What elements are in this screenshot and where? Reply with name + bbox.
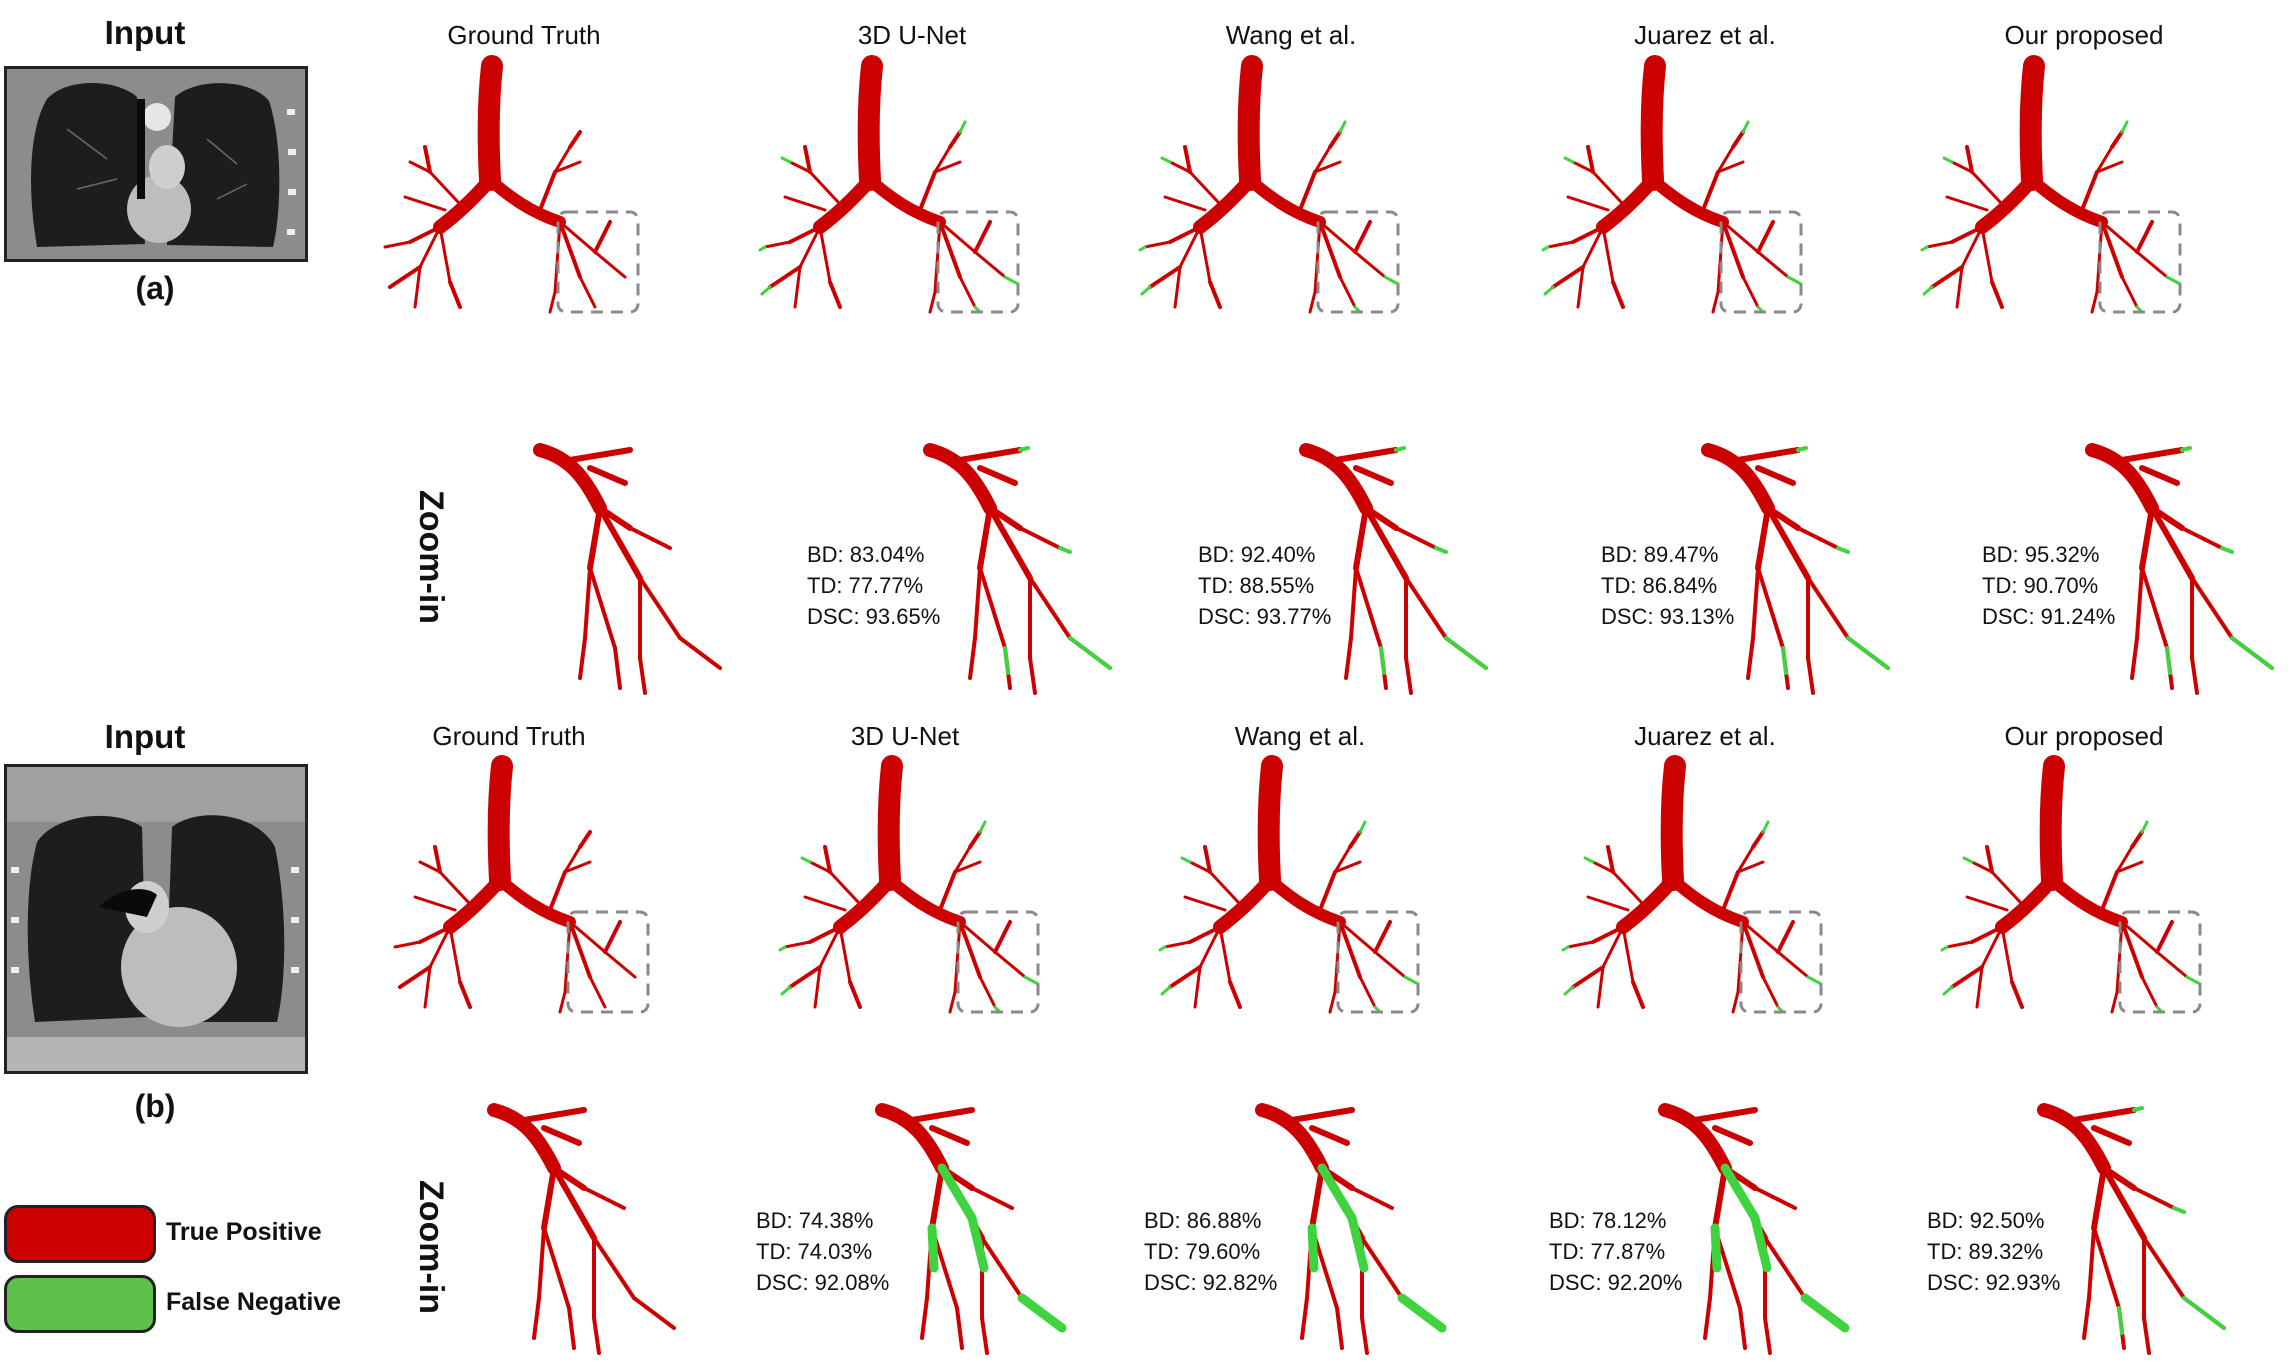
td-value: TD: 74.03%: [756, 1239, 873, 1264]
dsc-value: DSC: 92.93%: [1927, 1270, 2061, 1295]
column-title-3d-unet-b: 3D U-Net: [850, 721, 960, 751]
zoom-3d-unet-a: [920, 438, 1120, 698]
ct-scan-a: [4, 66, 308, 262]
zoom-wang-a: [1296, 438, 1496, 698]
td-value: TD: 88.55%: [1198, 573, 1315, 598]
bd-value: BD: 92.40%: [1198, 542, 1316, 567]
dsc-value: DSC: 92.20%: [1549, 1270, 1683, 1295]
td-value: TD: 77.87%: [1549, 1239, 1666, 1264]
column-title-juarez-b: Juarez et al.: [1634, 721, 1776, 751]
airway-tree-juarez-a: [1541, 55, 1803, 314]
zoom-juarez-b: [1655, 1098, 1855, 1358]
td-value: TD: 79.60%: [1144, 1239, 1261, 1264]
bd-value: BD: 95.32%: [1982, 542, 2100, 567]
legend-label-false-negative: False Negative: [166, 1288, 342, 1316]
metrics-proposed-b: BD: 92.50% TD: 89.32% DSC: 92.93%: [1927, 1205, 2060, 1298]
dsc-value: DSC: 92.82%: [1144, 1270, 1278, 1295]
input-title-a: Input: [104, 14, 186, 51]
bd-value: BD: 86.88%: [1144, 1208, 1262, 1233]
metrics-3d-unet-b: BD: 74.38% TD: 74.03% DSC: 92.08%: [756, 1205, 889, 1298]
zoom-proposed-a: [2082, 438, 2282, 698]
airway-tree-wang-a: [1138, 55, 1400, 314]
airway-tree-proposed-a: [1920, 55, 2182, 314]
airway-tree-juarez-b: [1561, 755, 1823, 1014]
dsc-value: DSC: 91.24%: [1982, 604, 2116, 629]
zoom-proposed-b: [2034, 1098, 2234, 1358]
zoom-ground-truth-a: [530, 438, 730, 698]
zoom-in-label-a: Zoom-in: [412, 490, 450, 625]
td-value: TD: 86.84%: [1601, 573, 1718, 598]
metrics-juarez-a: BD: 89.47% TD: 86.84% DSC: 93.13%: [1601, 539, 1734, 632]
ct-scan-b: [4, 764, 308, 1074]
td-value: TD: 77.77%: [807, 573, 924, 598]
bd-value: BD: 89.47%: [1601, 542, 1719, 567]
sub-label-a: (a): [135, 270, 175, 306]
column-title-wang-b: Wang et al.: [1234, 721, 1366, 751]
dsc-value: DSC: 92.08%: [756, 1270, 890, 1295]
bd-value: BD: 92.50%: [1927, 1208, 2045, 1233]
zoom-wang-b: [1252, 1098, 1452, 1358]
input-title-b: Input: [104, 718, 186, 755]
column-title-proposed-a: Our proposed: [2004, 20, 2164, 50]
metrics-wang-b: BD: 86.88% TD: 79.60% DSC: 92.82%: [1144, 1205, 1277, 1298]
legend-label-true-positive: True Positive: [166, 1218, 322, 1246]
sub-label-b: (b): [134, 1088, 176, 1124]
bd-value: BD: 78.12%: [1549, 1208, 1667, 1233]
metrics-proposed-a: BD: 95.32% TD: 90.70% DSC: 91.24%: [1982, 539, 2115, 632]
zoom-3d-unet-b: [872, 1098, 1072, 1358]
airway-tree-ground-truth-b: [390, 755, 650, 1014]
metrics-wang-a: BD: 92.40% TD: 88.55% DSC: 93.77%: [1198, 539, 1331, 632]
airway-tree-wang-b: [1158, 755, 1420, 1014]
column-title-juarez-a: Juarez et al.: [1634, 20, 1776, 50]
zoom-juarez-a: [1698, 438, 1898, 698]
column-title-ground-truth-b: Ground Truth: [432, 721, 586, 751]
dsc-value: DSC: 93.13%: [1601, 604, 1735, 629]
zoom-in-label-b: Zoom-in: [412, 1180, 450, 1315]
dsc-value: DSC: 93.65%: [807, 604, 941, 629]
legend-swatch-false-negative: [4, 1275, 156, 1333]
bd-value: BD: 83.04%: [807, 542, 925, 567]
td-value: TD: 89.32%: [1927, 1239, 2044, 1264]
airway-tree-3d-unet-a: [758, 55, 1020, 314]
airway-tree-3d-unet-b: [778, 755, 1040, 1014]
dsc-value: DSC: 93.77%: [1198, 604, 1332, 629]
airway-tree-proposed-b: [1940, 755, 2202, 1014]
column-title-wang-a: Wang et al.: [1225, 20, 1357, 50]
column-title-ground-truth-a: Ground Truth: [447, 20, 601, 50]
column-title-3d-unet-a: 3D U-Net: [857, 20, 967, 50]
zoom-ground-truth-b: [484, 1098, 684, 1358]
metrics-3d-unet-a: BD: 83.04% TD: 77.77% DSC: 93.65%: [807, 539, 940, 632]
metrics-juarez-b: BD: 78.12% TD: 77.87% DSC: 92.20%: [1549, 1205, 1682, 1298]
td-value: TD: 90.70%: [1982, 573, 2099, 598]
column-title-proposed-b: Our proposed: [2004, 721, 2164, 751]
airway-tree-ground-truth-a: [380, 55, 640, 314]
legend-swatch-true-positive: [4, 1205, 156, 1263]
bd-value: BD: 74.38%: [756, 1208, 874, 1233]
